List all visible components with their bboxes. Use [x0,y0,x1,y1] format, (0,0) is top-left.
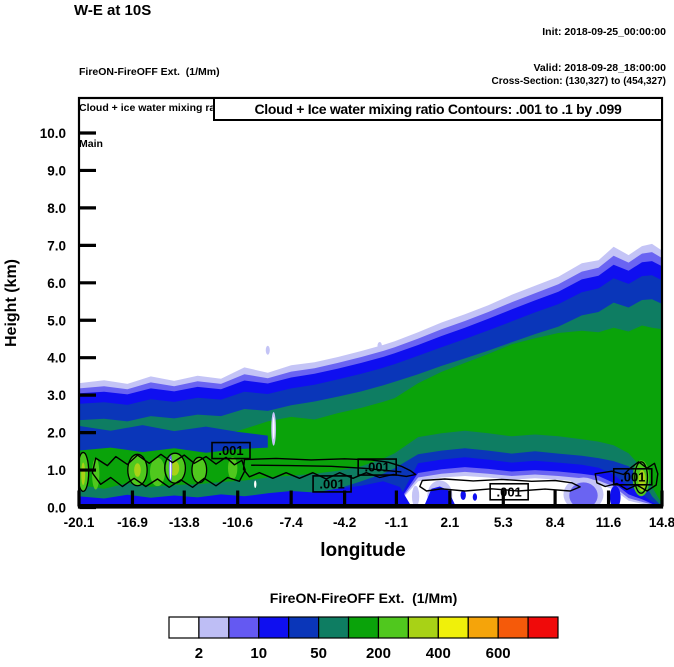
contour-patch-bright [192,457,207,483]
contour-label-box [312,475,352,493]
contour-ring-001 [127,453,148,487]
contour-patch-bright [228,456,238,480]
contour-label-001: .001 [365,460,390,475]
y-tick-label: 5.0 [47,313,66,328]
contour-patch-white [254,480,257,489]
y-tick-label: 4.0 [47,351,66,366]
contour-label-box [357,458,397,476]
contour-label-001: .001 [496,484,521,499]
colorbar-cell [467,616,499,639]
x-tick-label: 14.8 [649,515,674,530]
x-tick-label: -7.4 [280,515,304,530]
x-tick-label: -4.2 [333,515,356,530]
contour-patch-lavender [411,485,420,507]
y-axis-label: Height (km) [3,259,20,347]
colorbar-label: 50 [310,645,327,662]
colorbar-cell [377,616,409,639]
colorbar-label: 600 [486,645,511,662]
y-tick-label: 0.0 [47,501,66,516]
contour-label-001: .001 [218,443,243,458]
colorbar-label: 400 [426,645,451,662]
colorbar-cell [407,616,439,639]
colorbar-cell [318,616,350,639]
cross-section-coords: Cross-Section: (130,327) to (454,327) [491,76,666,87]
page-title: W-E at 10S [74,2,152,19]
y-tick-label: 6.0 [47,276,66,291]
contour-line-001 [91,453,246,488]
x-tick-label: -16.9 [117,515,148,530]
x-tick-label: 11.6 [596,515,622,530]
x-axis-label: longitude [320,540,406,561]
colorbar-cell [258,616,290,639]
colorbar-label: 200 [366,645,391,662]
y-tick-label: 10.0 [40,126,66,141]
x-tick-label: -1.1 [385,515,409,530]
contour-label-box [489,482,529,501]
contour-patch-blue [460,490,466,501]
contour-field: .001 .001 .001 .001 .001 [79,243,662,507]
run-times: Init: 2018-09-25_00:00:00 Valid: 2018-09… [533,2,666,98]
y-tick-label: 8.0 [47,201,66,216]
contour-label-box [211,441,251,460]
valid-time: Valid: 2018-09-28_18:00:00 [533,62,666,74]
contour-ring-001 [634,461,649,494]
colorbar-cell [347,616,380,639]
contour-patch-ygreen [81,462,86,486]
contour-patch-ygreen [134,463,141,477]
contour-patch-darkblue [79,425,268,453]
field-line-3: Main [79,138,103,150]
contour-patch-blue [472,493,478,501]
x-tick-label: 5.3 [494,515,513,530]
colorbar-cell [527,616,559,639]
init-time: Init: 2018-09-25_00:00:00 [542,26,666,38]
contour-patch-ygreen [638,470,646,492]
colorbar-label: 2 [195,645,203,662]
x-tick-label: -13.8 [169,515,200,530]
colorbar-cell [497,616,529,639]
contour-label-001: .001 [319,476,344,491]
x-tick-label: 2.1 [440,515,459,530]
contour-patch-blue [424,486,455,507]
field-line-1: FireON-FireOFF Ext. (1/Mm) [79,66,220,78]
contour-label-box [612,467,653,486]
colorbar-title: FireON-FireOFF Ext. (1/Mm) [269,590,458,606]
contour-ring-001 [164,452,187,484]
contour-line-001 [251,464,402,473]
contour-patch-lavender [377,341,382,350]
contour-ring-001 [79,451,90,493]
contour-patch-white [272,416,275,440]
colorbar-cell [437,616,469,639]
x-tick-label: -10.6 [222,515,253,530]
colorbar-cell [168,616,200,639]
colorbar-label: 10 [250,645,267,662]
colorbar-cell [198,616,230,639]
x-tick-label: 8.4 [546,515,565,530]
contour-ring-001 [191,456,208,484]
contour-line-001 [594,461,659,492]
colorbar-cell [288,616,320,639]
contour-patch-bright [149,457,166,487]
contour-title-box: Cloud + Ice water mixing ratio Contours:… [213,97,663,121]
contour-patch-blue [609,485,621,507]
contour-patch-white [169,458,172,480]
y-tick-label: 1.0 [47,463,66,478]
contour-patch-blue [79,481,410,507]
contour-patch-lavender [265,345,270,355]
contour-line-001 [419,478,581,492]
y-tick-label: 9.0 [47,163,66,178]
y-tick-label: 7.0 [47,238,66,253]
x-tick-label: -20.1 [64,515,95,530]
y-tick-label: 2.0 [47,426,66,441]
contour-label-001: .001 [620,469,645,484]
colorbar-cell [228,616,260,639]
colorbar: 2 10 50 200 400 600 [168,616,559,662]
y-tick-label: 3.0 [47,388,66,403]
